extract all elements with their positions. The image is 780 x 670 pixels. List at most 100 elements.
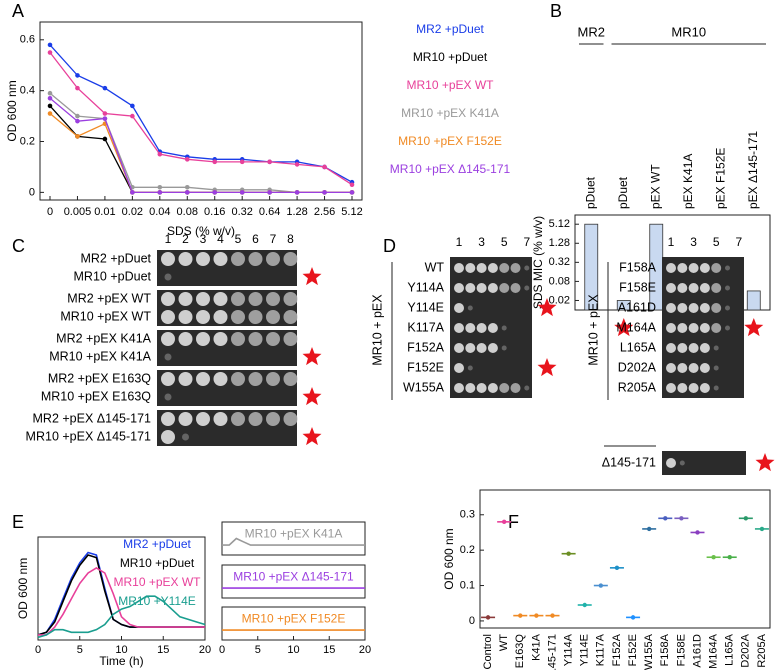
row-label: R205A	[618, 380, 657, 394]
column-label: 1	[165, 232, 172, 246]
data-point	[550, 613, 555, 618]
colony-spot	[713, 365, 719, 371]
data-point	[47, 50, 53, 55]
colony-spot	[231, 252, 245, 266]
colony-spot	[501, 345, 507, 351]
colony-spot	[196, 332, 210, 346]
colony-spot	[524, 385, 530, 391]
series-line	[222, 537, 365, 546]
colony-spot	[725, 265, 730, 271]
significance-star	[755, 453, 775, 472]
x-tick-label: pDuet	[616, 176, 630, 209]
x-tick-label: K41A	[530, 633, 542, 661]
data-point	[695, 530, 700, 535]
data-point	[501, 519, 507, 525]
colony-spot	[248, 310, 263, 324]
colony-spot	[231, 332, 245, 346]
series-line	[49, 92, 352, 194]
colony-spot	[476, 383, 487, 393]
row-label: MR2 +pEX K41A	[56, 331, 152, 345]
y-axis-label: OD 600 nm	[5, 80, 19, 141]
x-axis-label: Time (h)	[99, 654, 143, 668]
significance-star	[537, 358, 557, 377]
colony-spot	[248, 332, 263, 346]
x-tick-label: 0	[35, 644, 41, 656]
colony-spot	[454, 363, 464, 373]
y-tick-label: 0.08	[549, 275, 570, 287]
group-label: MR10	[671, 24, 706, 39]
data-point	[630, 615, 636, 620]
colony-spot	[161, 292, 175, 306]
colony-spot	[161, 310, 175, 324]
colony-spot	[178, 412, 193, 426]
y-tick-label: 0.32	[549, 256, 570, 268]
colony-spot	[454, 383, 464, 393]
x-tick-label: 10	[287, 644, 299, 656]
column-label: 3	[478, 235, 485, 249]
data-point	[157, 184, 163, 190]
colony-spot	[688, 343, 699, 353]
x-tick-label: D202A	[740, 633, 752, 667]
x-tick-label: A161D	[691, 634, 703, 668]
colony-spot	[213, 372, 228, 386]
colony-spot	[688, 323, 699, 333]
row-label: M164A	[616, 320, 656, 334]
x-tick-label: 10	[115, 644, 127, 656]
colony-spot	[248, 292, 263, 306]
colony-spot	[711, 323, 722, 333]
column-label: 1	[456, 235, 463, 249]
colony-spot	[454, 323, 464, 333]
colony-spot	[196, 412, 210, 426]
data-point	[727, 555, 732, 560]
data-point	[47, 111, 53, 116]
colony-spot	[182, 433, 189, 441]
colony-spot	[677, 323, 688, 333]
colony-spot	[161, 372, 175, 386]
x-tick-label: 5.12	[341, 206, 362, 218]
colony-spot	[231, 310, 245, 324]
x-tick-label: 0.01	[94, 206, 115, 218]
data-point	[485, 615, 491, 620]
colony-spot	[666, 263, 676, 273]
significance-star	[302, 267, 322, 286]
colony-spot	[266, 310, 280, 324]
x-tick-label: F158E	[675, 634, 687, 666]
data-point	[130, 190, 135, 195]
colony-spot	[510, 263, 521, 273]
colony-spot	[688, 383, 699, 393]
colony-spot	[713, 385, 719, 391]
series-line	[38, 566, 205, 636]
y-tick-label: 0.2	[20, 135, 35, 147]
y-axis-label: OD 600 nm	[442, 528, 456, 589]
colony-spot	[164, 273, 172, 281]
data-point	[566, 551, 571, 556]
x-tick-label: 0.04	[149, 206, 170, 218]
legend-label: MR10 +pEX F152E	[398, 134, 502, 148]
row-label: A161D	[618, 300, 656, 314]
colony-spot	[465, 323, 476, 333]
data-point	[102, 85, 108, 91]
x-tick-label: W155A	[643, 633, 655, 670]
bar	[616, 300, 631, 311]
row-label: MR10 +pEX E163Q	[41, 389, 151, 403]
x-tick-label: 20	[199, 644, 211, 656]
data-point	[47, 103, 53, 109]
colony-spot	[283, 310, 298, 324]
legend-label: MR10 +pDuet	[120, 556, 195, 570]
colony-spot	[699, 323, 710, 333]
bar	[584, 223, 599, 311]
x-tick-label: 5	[77, 644, 83, 656]
row-label: F152E	[407, 360, 444, 374]
colony-spot	[487, 323, 498, 333]
panel-letter: A	[12, 1, 24, 21]
x-tick-label: pEX K41A	[681, 154, 695, 209]
data-point	[47, 42, 53, 48]
row-label: MR10 +pDuet	[74, 269, 152, 283]
colony-spot	[196, 310, 210, 324]
x-tick-label: 0	[219, 644, 225, 656]
colony-spot	[164, 393, 172, 401]
colony-spot	[178, 252, 193, 266]
colony-spot	[688, 283, 699, 293]
legend-label: MR10 +pEX Δ145-171	[233, 570, 354, 584]
x-tick-label: E163Q	[514, 634, 526, 669]
